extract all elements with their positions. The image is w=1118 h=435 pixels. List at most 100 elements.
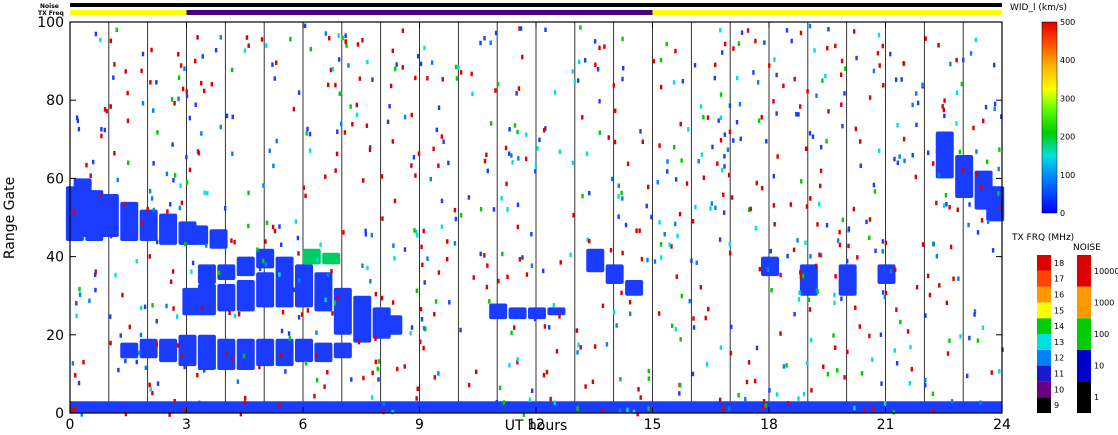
speckle-point <box>862 406 866 412</box>
speckle-point <box>735 119 739 125</box>
echo-mark <box>986 186 1005 222</box>
speckle-point <box>833 345 837 350</box>
speckle-point <box>819 168 823 174</box>
speckle-point <box>524 156 528 162</box>
speckle-point <box>980 218 984 223</box>
speckle-point <box>139 305 143 311</box>
echo-mark <box>197 264 216 284</box>
speckle-point <box>230 357 234 362</box>
speckle-point <box>401 65 404 70</box>
speckle-point <box>334 82 337 88</box>
speckle-point <box>787 401 790 406</box>
speckle-point <box>275 138 278 144</box>
speckle-point <box>203 368 206 373</box>
speckle-point <box>414 75 417 81</box>
y-tick-label: 60 <box>46 171 64 187</box>
speckle-point <box>233 239 236 245</box>
echo-mark <box>275 338 294 367</box>
speckle-point <box>782 364 786 369</box>
speckle-point <box>345 43 348 48</box>
speckle-point <box>475 369 478 375</box>
speckle-point <box>687 127 690 132</box>
speckle-point <box>489 40 492 45</box>
echo-mark <box>528 307 546 320</box>
echo-mark <box>877 264 896 284</box>
txfreq-bar-label: TX Freq <box>38 10 64 17</box>
speckle-point <box>880 381 883 386</box>
speckle-point <box>727 172 731 178</box>
speckle-point <box>135 259 138 264</box>
speckle-point <box>889 268 892 274</box>
speckle-point <box>986 219 990 224</box>
speckle-point <box>719 27 722 33</box>
speckle-point <box>426 256 429 261</box>
echo-mark <box>302 248 321 265</box>
speckle-point <box>705 362 709 367</box>
speckle-point <box>773 57 776 62</box>
speckle-point <box>760 185 764 191</box>
y-tick-label: 20 <box>46 328 64 344</box>
speckle-point <box>1000 114 1003 119</box>
speckle-point <box>834 274 837 279</box>
speckle-point <box>126 90 129 96</box>
speckle-point <box>343 130 347 135</box>
speckle-point <box>906 329 910 334</box>
width-colorbar-tick: 200 <box>1060 133 1075 142</box>
speckle-point <box>663 232 666 237</box>
speckle-point <box>881 249 884 254</box>
speckle-point <box>89 173 92 178</box>
speckle-point <box>217 270 221 275</box>
speckle-point <box>665 41 669 47</box>
speckle-point <box>728 241 731 247</box>
speckle-point <box>724 41 727 47</box>
speckle-point <box>699 285 703 290</box>
speckle-point <box>924 383 927 388</box>
noise-colorbar-tick: 10000 <box>1094 267 1118 276</box>
speckle-point <box>702 114 705 120</box>
speckle-point <box>658 220 661 225</box>
speckle-point <box>239 411 243 417</box>
speckle-point <box>718 397 722 403</box>
width-colorbar-tick: 500 <box>1060 18 1075 27</box>
speckle-point <box>972 125 975 131</box>
speckle-point <box>826 45 829 51</box>
speckle-point <box>810 388 813 393</box>
speckle-point <box>976 230 980 235</box>
speckle-point <box>755 345 759 351</box>
speckle-point <box>382 401 385 406</box>
speckle-point <box>256 247 259 252</box>
speckle-point <box>308 148 312 153</box>
speckle-point <box>494 88 497 93</box>
speckle-point <box>549 396 552 402</box>
speckle-point <box>673 144 676 150</box>
x-axis-ticks: 0 3 6 9 12 15 18 21 24 <box>66 22 1011 433</box>
speckle-point <box>674 48 677 54</box>
speckle-point <box>430 60 434 65</box>
speckle-point <box>818 252 821 258</box>
speckle-point <box>621 76 624 82</box>
speckle-point <box>854 305 857 310</box>
speckle-point <box>374 319 377 324</box>
speckle-point <box>825 222 829 228</box>
speckle-point <box>479 206 483 212</box>
speckle-point <box>94 269 97 274</box>
echo-mark <box>182 287 201 316</box>
speckle-point <box>498 385 502 391</box>
speckle-point <box>371 370 374 376</box>
speckle-point <box>915 91 918 96</box>
speckle-point <box>993 101 997 107</box>
speckle-point <box>335 151 339 157</box>
y-axis-ticks: 0 20 40 60 80 100 <box>37 15 1002 422</box>
txfreq-colorbar-tick: 15 <box>1054 306 1064 315</box>
txfreq-colorbar-tick: 10 <box>1054 385 1064 394</box>
speckle-point <box>819 144 823 150</box>
speckle-point <box>915 122 918 128</box>
speckle-point <box>821 78 824 83</box>
speckle-point <box>330 269 333 274</box>
speckle-point <box>659 84 663 90</box>
speckle-point <box>757 118 761 123</box>
speckle-point <box>815 93 818 98</box>
speckle-point <box>895 361 899 366</box>
speckle-point <box>75 115 79 121</box>
speckle-point <box>884 240 888 246</box>
